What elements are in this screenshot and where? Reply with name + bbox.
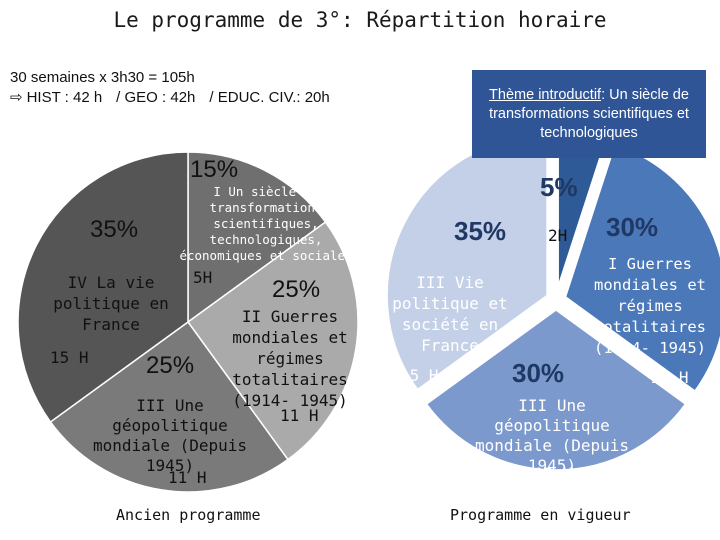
old-slice1-label: I Un siècle de transformations scientifi… [179,184,353,263]
old-bottom-hours: 11 H [168,468,207,487]
page-title: Le programme de 3°: Répartition horaire [113,8,607,32]
old-pct-35: 35% [90,216,139,243]
subject-hours-line: ⇨ HIST : 42 h / GEO : 42h / EDUC. CIV.: 20h [10,88,344,108]
new-program-caption: Programme en vigueur [450,506,631,524]
new-pie-slice-1 [564,143,720,393]
old-pct-15: 15% [190,156,239,183]
new-pct-30-b: 30% [512,358,565,388]
new-intro-hours: 2H [548,226,568,245]
new-program-pie [386,125,720,471]
new-pct-5: 5% [540,172,578,202]
civics-hours: / EDUC. CIV.: 20h [209,89,330,106]
old-slice1-hours: 5H [193,268,213,287]
old-pct-25-a: 25% [272,276,321,303]
new-slice1-hours: 13 H [650,368,689,387]
old-slice4-hours: 15 H [50,348,89,367]
hours-summary: 30 semaines x 3h30 = 105h ⇨ HIST : 42 h / … [10,68,344,108]
theme-intro-box: Thème introductif: Un siècle de transfor… [472,70,706,158]
old-program-pie [17,151,359,493]
old-slice3-hours: 11 H [280,406,319,425]
old-pie-slice-3 [17,151,189,423]
new-pct-35: 35% [454,216,507,246]
old-pct-25-b: 25% [146,352,195,379]
old-slice3-label: III Une géopolitique mondiale (Depuis 19… [92,396,248,475]
old-pie-slice-0 [187,151,327,324]
old-slice2-label: II Guerres mondiales et régimes totalita… [232,307,348,410]
new-pie-slice-2 [425,309,687,471]
theme-intro-heading: Thème introductif [489,86,602,103]
history-hours: HIST : 42 h [26,89,103,106]
new-slice1-label: I Guerres mondiales et régimes totalitai… [594,255,706,357]
new-slice4-label: III Vie politique et société en France [392,273,508,355]
old-pie-slice-1 [186,221,359,461]
old-program-caption: Ancien programme [116,506,261,524]
new-slice3-hours: 13 H [534,464,573,483]
new-slice4-hours: 15 H [400,366,439,385]
old-slice4-label: IV La vie politique en France [53,273,169,334]
theme-intro-text: : Un siècle de transformations scientifi… [489,86,689,141]
new-slice3-label: III Une géopolitique mondiale (Depuis 19… [474,396,630,475]
arrow-icon: ⇨ [10,89,23,106]
geography-hours: / GEO : 42h [116,89,196,106]
total-hours-line: 30 semaines x 3h30 = 105h [10,69,195,86]
new-pct-30-a: 30% [606,212,659,242]
old-pie-slice-2 [49,320,289,493]
